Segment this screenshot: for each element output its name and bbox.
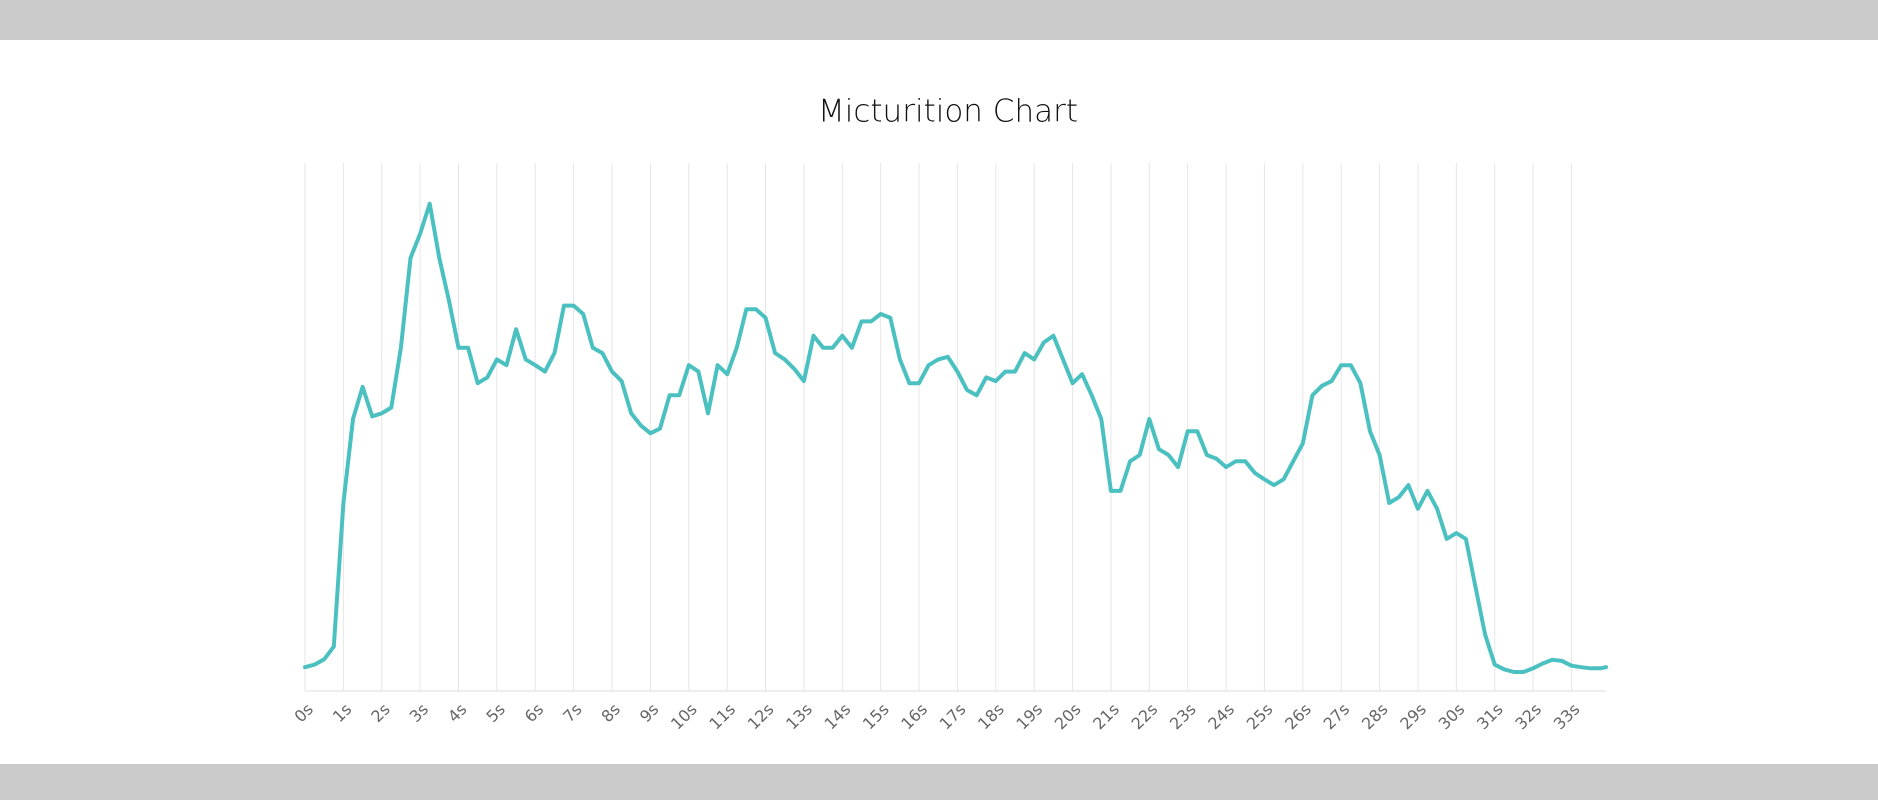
x-tick-label: 4s	[444, 700, 471, 727]
x-tick-label: 13s	[782, 700, 816, 734]
x-tick-label: 18s	[974, 700, 1008, 734]
x-tick-label: 26s	[1281, 700, 1315, 734]
x-tick-label: 33s	[1550, 700, 1584, 734]
x-tick-label: 16s	[897, 700, 931, 734]
data-line	[303, 201, 1608, 674]
x-tick-label: 28s	[1358, 700, 1392, 734]
x-tick-label: 15s	[859, 700, 893, 734]
x-tick-label: 25s	[1243, 700, 1277, 734]
x-tick-label: 17s	[936, 700, 970, 734]
chart-title: Micturition Chart	[818, 94, 1078, 130]
x-tick-label: 8s	[598, 700, 625, 727]
x-tick-label: 11s	[705, 700, 739, 734]
x-tick-label: 3s	[406, 700, 433, 727]
x-tick-label: 19s	[1012, 700, 1046, 734]
x-tick-label: 31s	[1473, 700, 1507, 734]
top-bar	[0, 0, 1878, 40]
x-tick-label: 12s	[744, 700, 778, 734]
x-tick-label: 23s	[1166, 700, 1200, 734]
x-tick-label: 30s	[1435, 700, 1469, 734]
x-tick-label: 10s	[667, 700, 701, 734]
x-tick-label: 5s	[482, 700, 509, 727]
x-tick-label: 7s	[559, 700, 586, 727]
x-tick-label: 24s	[1204, 700, 1238, 734]
x-tick-label: 1s	[329, 700, 356, 727]
x-tick-label: 22s	[1128, 700, 1162, 734]
x-tick-label: 0s	[290, 700, 317, 727]
x-tick-label: 6s	[521, 700, 548, 727]
x-tick-label: 9s	[636, 700, 663, 727]
x-tick-label: 27s	[1319, 700, 1353, 734]
x-tick-label: 14s	[821, 700, 855, 734]
x-tick-label: 21s	[1089, 700, 1123, 734]
x-tick-label: 2s	[367, 700, 394, 727]
bottom-bar	[0, 764, 1878, 800]
x-tick-label: 32s	[1511, 700, 1545, 734]
x-tick-label: 20s	[1051, 700, 1085, 734]
x-tick-label: 29s	[1396, 700, 1430, 734]
